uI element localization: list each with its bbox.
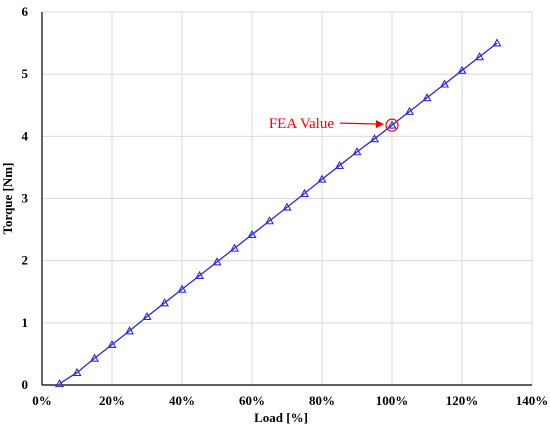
y-axis-title: Torque [Nm] xyxy=(0,163,15,235)
y-tick-label: 1 xyxy=(22,315,29,330)
data-point-marker xyxy=(107,339,117,349)
x-tick-label: 120% xyxy=(446,393,479,408)
data-point-marker xyxy=(247,229,257,238)
data-point-marker xyxy=(422,93,432,102)
data-point-marker xyxy=(387,120,397,129)
data-point-marker xyxy=(439,79,450,88)
x-tick-label: 40% xyxy=(169,393,195,408)
y-tick-label: 5 xyxy=(22,66,29,81)
series-line xyxy=(59,42,498,385)
x-tick-label: 80% xyxy=(309,393,335,408)
data-point-marker xyxy=(72,367,82,376)
annotation-arrowhead xyxy=(376,120,384,129)
data-point-marker xyxy=(124,326,135,335)
x-tick-label: 20% xyxy=(99,393,125,408)
data-point-marker xyxy=(352,147,362,156)
data-point-marker xyxy=(54,379,65,388)
data-point-marker xyxy=(89,353,100,362)
data-point-marker xyxy=(229,243,240,252)
x-tick-label: 0% xyxy=(32,393,52,408)
y-tick-label: 4 xyxy=(22,128,29,143)
data-point-marker xyxy=(492,38,502,47)
data-point-marker xyxy=(404,106,415,115)
data-point-marker xyxy=(317,174,327,183)
annotation-label: FEA Value xyxy=(269,116,334,132)
y-tick-label: 2 xyxy=(22,253,29,268)
y-tick-label: 6 xyxy=(22,4,29,19)
x-tick-label: 140% xyxy=(516,393,549,408)
y-tick-label: 3 xyxy=(22,191,29,206)
x-tick-label: 60% xyxy=(239,393,265,408)
data-point-marker xyxy=(194,270,205,280)
data-point-marker xyxy=(264,216,275,225)
x-axis-title: Load [%] xyxy=(254,410,308,425)
data-point-marker xyxy=(142,311,152,321)
data-point-marker xyxy=(457,65,467,74)
data-point-marker xyxy=(474,52,485,61)
annotation-circle xyxy=(385,118,399,132)
data-point-marker xyxy=(212,257,222,266)
data-point-marker xyxy=(369,134,380,143)
x-tick-label: 100% xyxy=(376,393,409,408)
y-tick-label: 0 xyxy=(22,377,29,392)
annotation-arrow-line xyxy=(339,122,383,125)
data-point-marker xyxy=(299,188,310,197)
data-point-marker xyxy=(282,202,292,211)
data-point-marker xyxy=(177,284,187,293)
data-point-marker xyxy=(334,160,345,169)
data-point-marker xyxy=(159,298,170,307)
